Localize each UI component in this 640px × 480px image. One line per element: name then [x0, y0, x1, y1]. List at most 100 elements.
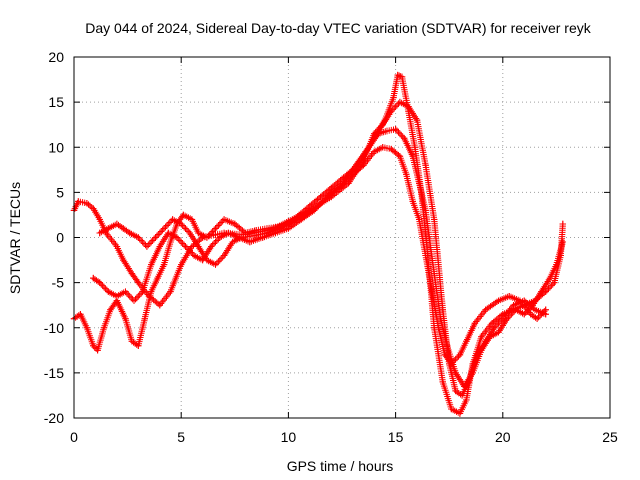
y-tick-label: -5 — [52, 275, 65, 291]
data-point — [77, 311, 84, 318]
data-point — [147, 288, 155, 295]
data-point — [458, 392, 466, 399]
data-point — [452, 387, 459, 395]
tick-marks — [73, 56, 611, 419]
data-point — [349, 166, 356, 174]
data-point — [120, 256, 127, 264]
data-point — [147, 261, 155, 268]
data-point — [338, 180, 346, 187]
data-point — [452, 369, 459, 377]
data-point — [405, 103, 412, 110]
data-point — [160, 261, 168, 268]
x-tick-label: 10 — [281, 429, 297, 445]
y-tick-label: 20 — [48, 49, 64, 65]
data-point — [135, 234, 142, 241]
data-point — [430, 270, 438, 277]
x-tick-label: 15 — [388, 429, 404, 445]
data-point — [182, 243, 189, 250]
data-point — [90, 342, 97, 349]
series-3 — [96, 126, 567, 390]
data-point — [396, 98, 404, 106]
y-tick-label: -20 — [44, 410, 64, 426]
data-point — [463, 338, 470, 345]
data-point — [506, 292, 513, 300]
x-tick-label: 0 — [70, 429, 78, 445]
data-point — [160, 225, 168, 232]
data-point — [135, 342, 142, 349]
data-point — [178, 261, 185, 268]
data-point — [83, 200, 91, 207]
data-point — [154, 274, 161, 282]
data-point — [83, 324, 91, 331]
data-point — [122, 288, 129, 295]
data-point — [156, 243, 163, 250]
data-point — [400, 135, 408, 142]
data-point — [302, 211, 309, 219]
data-point — [559, 238, 567, 246]
data-point — [430, 216, 438, 223]
data-point — [122, 315, 129, 322]
data-point — [130, 297, 138, 304]
data-point — [90, 274, 97, 282]
data-point — [428, 288, 436, 295]
data-point — [396, 153, 404, 160]
data-point — [135, 279, 142, 286]
data-point — [463, 396, 470, 404]
data-point — [195, 243, 202, 250]
data-point — [220, 252, 228, 259]
data-point — [238, 234, 245, 241]
data-point — [370, 148, 378, 155]
data-point — [113, 243, 121, 250]
data-point — [152, 234, 159, 241]
data-point — [415, 180, 423, 187]
data-point — [203, 256, 211, 264]
data-point — [75, 198, 82, 205]
data-point — [413, 116, 421, 124]
data-point — [456, 351, 464, 359]
data-point — [495, 297, 502, 304]
data-point — [529, 301, 537, 309]
data-point — [246, 238, 254, 246]
data-point — [495, 329, 502, 336]
data-point — [469, 369, 476, 377]
data-point — [169, 216, 176, 223]
data-point — [531, 306, 539, 313]
y-tick-label: -10 — [44, 320, 64, 336]
data-point — [167, 288, 174, 295]
data-point — [100, 324, 108, 331]
data-point — [471, 320, 479, 327]
data-point — [212, 225, 219, 232]
data-point — [328, 189, 335, 196]
y-tick-label: -15 — [44, 365, 64, 381]
data-point — [113, 220, 121, 228]
y-tick-label: 10 — [48, 139, 64, 155]
data-point — [478, 347, 485, 354]
data-point — [128, 338, 136, 345]
data-point — [542, 306, 549, 313]
data-point — [225, 229, 232, 237]
grid-lines — [74, 57, 610, 418]
data-point — [107, 306, 114, 313]
data-point — [285, 225, 292, 232]
data-point — [510, 301, 517, 309]
chart-title: Day 044 of 2024, Sidereal Day-to-day VTE… — [85, 20, 591, 36]
data-point — [546, 274, 554, 282]
data-series — [70, 71, 567, 417]
data-point — [439, 378, 446, 386]
y-tick-label: 0 — [56, 230, 64, 246]
data-point — [276, 225, 284, 232]
data-point — [482, 306, 489, 313]
data-point — [388, 107, 395, 115]
data-point — [212, 261, 219, 268]
x-tick-labels: 0 5 10 15 20 25 — [70, 429, 618, 445]
data-point — [113, 292, 121, 300]
data-point — [486, 333, 494, 340]
data-point — [139, 288, 146, 295]
data-point — [120, 225, 127, 232]
data-point — [390, 94, 397, 101]
data-point — [415, 216, 423, 223]
data-point — [435, 324, 442, 331]
data-point — [96, 279, 103, 286]
data-point — [527, 311, 534, 318]
data-point — [394, 71, 401, 79]
